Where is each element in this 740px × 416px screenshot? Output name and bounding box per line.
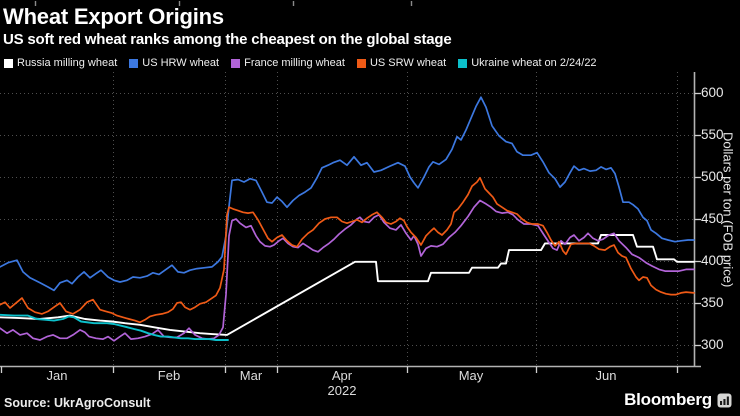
legend-label: US HRW wheat bbox=[142, 57, 220, 69]
series-line-france-milling-wheat bbox=[0, 199, 695, 342]
legend-label: US SRW wheat bbox=[369, 57, 447, 69]
bloomberg-brand: Bloomberg bbox=[624, 390, 732, 410]
legend-item-russia-milling-wheat: Russia milling wheat bbox=[4, 57, 117, 69]
month-label-apr: Apr bbox=[331, 368, 353, 383]
legend-label: Ukraine wheat on 2/24/22 bbox=[471, 57, 597, 69]
bar-chart-icon bbox=[717, 393, 732, 407]
month-label-mar: Mar bbox=[239, 368, 263, 383]
chart-legend: Russia milling wheat US HRW wheat France… bbox=[4, 57, 597, 69]
series-line-ukraine-wheat-on-2-24-22 bbox=[0, 313, 229, 341]
source-caption: Source: UkrAgroConsult bbox=[4, 396, 151, 410]
y-axis-title: Dollars per ton (FOB price) bbox=[720, 132, 736, 288]
y-tick-label: 500 bbox=[701, 169, 724, 184]
series-line-us-srw-wheat bbox=[0, 176, 695, 324]
legend-label: Russia milling wheat bbox=[17, 57, 118, 69]
y-tick-label: 300 bbox=[701, 337, 724, 352]
bloomberg-wordmark: Bloomberg bbox=[624, 390, 712, 409]
year-label: 2022 bbox=[327, 383, 357, 398]
series-line-us-hrw-wheat bbox=[0, 96, 695, 292]
legend-label: France milling wheat bbox=[244, 57, 345, 69]
legend-item-us-srw-wheat: US SRW wheat bbox=[356, 57, 447, 69]
legend-swatch-icon bbox=[231, 58, 241, 68]
legend-swatch-icon bbox=[458, 58, 468, 68]
month-label-may: May bbox=[458, 368, 484, 383]
legend-swatch-icon bbox=[356, 58, 366, 68]
y-tick-label: 400 bbox=[701, 253, 724, 268]
legend-item-france-milling-wheat: France milling wheat bbox=[231, 57, 345, 69]
y-tick-label: 450 bbox=[701, 211, 724, 226]
y-tick-label: 350 bbox=[701, 295, 724, 310]
legend-item-us-hrw-wheat: US HRW wheat bbox=[129, 57, 219, 69]
page-title: Wheat Export Origins bbox=[3, 4, 224, 29]
legend-swatch-icon bbox=[4, 58, 13, 68]
month-label-jun: Jun bbox=[595, 368, 617, 383]
month-label-jan: Jan bbox=[46, 368, 68, 383]
legend-item-ukraine-wheat: Ukraine wheat on 2/24/22 bbox=[458, 57, 597, 69]
series-line-russia-milling-wheat bbox=[0, 234, 695, 336]
legend-swatch-icon bbox=[129, 58, 139, 68]
y-tick-label: 550 bbox=[701, 127, 724, 142]
y-tick-label: 600 bbox=[701, 85, 724, 100]
month-label-feb: Feb bbox=[157, 368, 181, 383]
chart-subtitle: US soft red wheat ranks among the cheape… bbox=[3, 31, 452, 48]
